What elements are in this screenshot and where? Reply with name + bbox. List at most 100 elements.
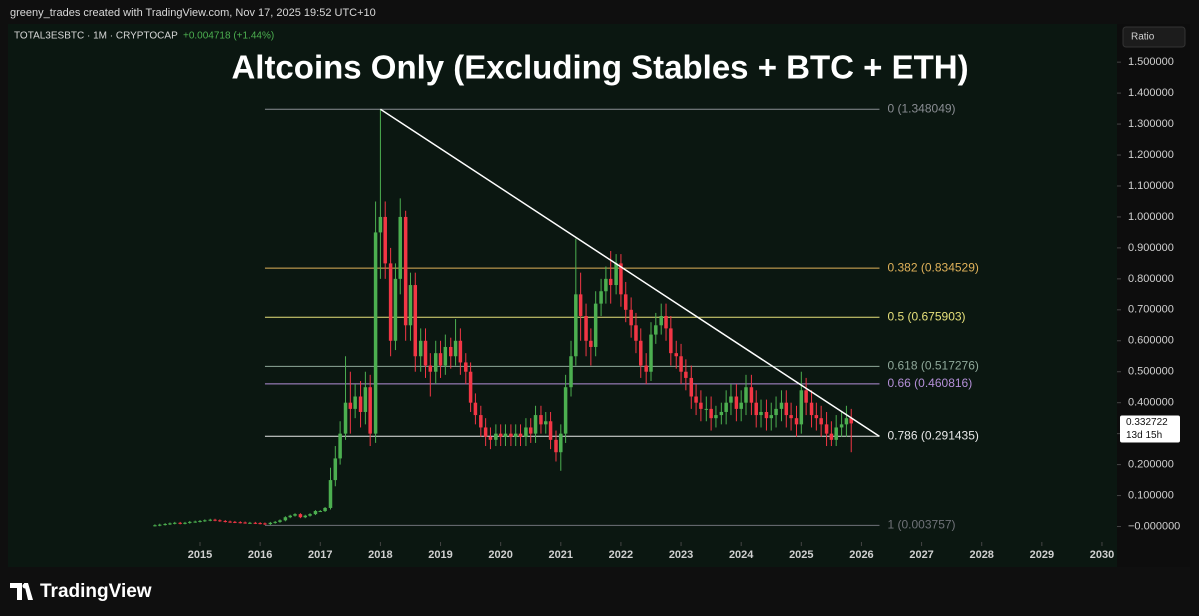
candle-body: [213, 519, 217, 521]
candle-body: [804, 390, 808, 403]
candle-body: [599, 291, 603, 304]
y-tick-label: 1.500000: [1128, 56, 1174, 68]
candle-body: [528, 427, 533, 434]
ratio-button[interactable]: [1122, 26, 1186, 48]
candle-body: [719, 411, 724, 416]
y-tick-label: 1.200000: [1128, 149, 1174, 161]
logo-dot: [22, 583, 28, 589]
y-tick-label: −0.000000: [1128, 520, 1180, 532]
candle-body: [784, 402, 789, 416]
candle-body: [333, 458, 338, 481]
candle-body: [393, 278, 398, 341]
x-tick-label: 2028: [969, 549, 993, 561]
candle-body: [263, 523, 267, 525]
candle-body: [544, 421, 548, 425]
candle-body: [593, 303, 598, 347]
candle-body: [348, 402, 353, 409]
candle-body: [443, 346, 448, 366]
candle-body: [218, 520, 222, 522]
candle-body: [734, 396, 739, 409]
candle-body: [608, 278, 613, 286]
candle-body: [453, 340, 458, 357]
candle-body: [479, 415, 483, 428]
candle-body: [413, 285, 418, 357]
candle-body: [378, 216, 383, 233]
candle-body: [408, 285, 413, 326]
candle-body: [358, 396, 363, 412]
price-tag-countdown: 13d 15h: [1126, 430, 1162, 441]
candle-body: [418, 340, 423, 357]
candle-body: [383, 216, 387, 264]
candle-body: [619, 263, 623, 295]
candle-body: [604, 278, 608, 292]
candle-body: [373, 232, 378, 434]
candle-body: [188, 521, 192, 523]
candle-body: [669, 328, 673, 354]
candle-body: [513, 433, 518, 437]
candle-body: [623, 294, 628, 310]
candle-body: [253, 522, 258, 524]
candle-body: [403, 216, 408, 326]
chart-panel: [8, 24, 1190, 567]
y-tick-label: 0.200000: [1128, 459, 1174, 471]
x-tick-label: 2027: [909, 549, 933, 561]
symbol: TOTAL3ESBTC · 1M · CRYPTOCAP: [14, 31, 178, 42]
price-tag: [1120, 415, 1180, 443]
y-tick-label: 1.300000: [1128, 118, 1174, 130]
candle-body: [814, 415, 819, 419]
candle-body: [323, 507, 327, 512]
candle-body: [488, 436, 493, 440]
x-tick-label: 2016: [248, 549, 272, 561]
candle-body: [689, 377, 694, 397]
candle-body: [714, 415, 718, 419]
candle-body: [353, 396, 357, 409]
candle-body: [794, 418, 799, 425]
candle-body: [268, 522, 273, 525]
candle-body: [684, 371, 688, 378]
candle-body: [569, 356, 573, 388]
candle-body: [533, 415, 538, 434]
candle-body: [789, 415, 793, 419]
candle-body: [524, 427, 528, 437]
candle-body: [639, 340, 643, 366]
x-tick-label: 2026: [849, 549, 873, 561]
candle-body: [699, 402, 703, 409]
y-tick-label: 0.400000: [1128, 397, 1174, 409]
candle-body: [303, 515, 307, 518]
candle-body: [338, 433, 342, 459]
candle-body: [468, 371, 473, 403]
candle-body: [388, 263, 393, 341]
y-tick-label: 1.000000: [1128, 211, 1174, 223]
fib-label: 0 (1.348049): [887, 101, 955, 115]
candle-body: [779, 402, 784, 409]
candle-body: [433, 353, 438, 372]
ratio-label[interactable]: Ratio: [1131, 32, 1155, 43]
candle-body: [273, 521, 277, 523]
candle-body: [659, 316, 663, 326]
candle-body: [438, 353, 443, 366]
candle-body: [308, 514, 312, 516]
candle-body: [458, 340, 463, 363]
x-tick-label: 2018: [368, 549, 392, 561]
candle-body: [764, 411, 769, 419]
candle-body: [208, 519, 212, 521]
candle-body: [193, 521, 197, 523]
candle-body: [288, 515, 292, 518]
y-tick-label: 0.500000: [1128, 366, 1174, 378]
candle-body: [278, 520, 282, 522]
candle-body: [709, 408, 713, 419]
candle-body: [183, 522, 187, 524]
candle-body: [824, 424, 829, 434]
candle-body: [223, 520, 228, 522]
fib-label: 0.5 (0.675903): [887, 309, 965, 323]
candle-body: [819, 418, 823, 425]
candle-body: [178, 522, 182, 524]
candle-body: [498, 433, 503, 437]
candle-body: [248, 522, 252, 524]
candle-body: [739, 402, 743, 409]
candle-body: [548, 421, 553, 440]
x-tick-label: 2021: [549, 549, 573, 561]
candle-body: [518, 433, 523, 437]
trendline: [379, 108, 880, 438]
